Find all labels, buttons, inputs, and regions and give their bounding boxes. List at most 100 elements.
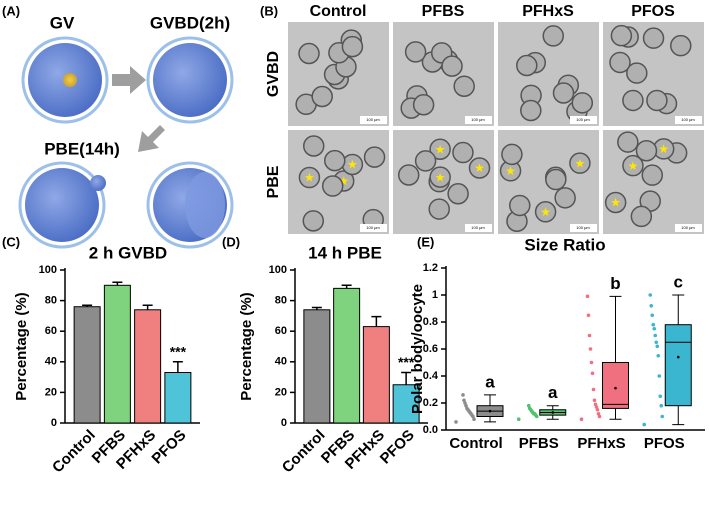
data-point bbox=[657, 374, 662, 378]
bar bbox=[392, 384, 420, 424]
bar bbox=[303, 309, 331, 424]
column-label: Control bbox=[310, 3, 367, 20]
star: ★ bbox=[610, 196, 621, 210]
data-point bbox=[586, 313, 591, 318]
cell-image bbox=[324, 149, 346, 172]
data-point bbox=[463, 401, 467, 405]
cell-image bbox=[520, 99, 542, 122]
y-tick-label: 80 bbox=[275, 295, 287, 307]
y-tick-label: 60 bbox=[45, 325, 57, 337]
mean bbox=[488, 409, 492, 413]
data-point bbox=[596, 412, 601, 416]
cell-image bbox=[670, 34, 692, 57]
cell-image bbox=[609, 51, 631, 74]
error-bar bbox=[142, 304, 153, 310]
cell-image bbox=[641, 164, 664, 186]
data-point bbox=[648, 293, 653, 297]
whisker bbox=[609, 295, 622, 420]
cell-image bbox=[534, 201, 557, 223]
x-tick-label: PFHxS bbox=[577, 435, 625, 452]
scale-bar: 100 μm bbox=[471, 117, 485, 122]
scale-bar-bg bbox=[570, 116, 597, 124]
bar bbox=[73, 306, 101, 424]
diagram-shapes bbox=[18, 36, 234, 249]
data-point bbox=[527, 406, 532, 411]
cell-image bbox=[397, 164, 420, 186]
x-tick-label: PFBS bbox=[519, 435, 559, 452]
x-tick-label: PFOS bbox=[377, 427, 418, 468]
row-label: GVBD bbox=[265, 51, 282, 97]
scale-bar: 100 μm bbox=[471, 225, 485, 230]
data-point bbox=[642, 422, 647, 427]
y-tick-label: 0 bbox=[281, 417, 287, 429]
error-bar bbox=[172, 361, 183, 373]
star: ★ bbox=[435, 170, 446, 184]
data-point bbox=[454, 420, 458, 424]
cell-image bbox=[302, 210, 325, 232]
panel-label: (C) bbox=[2, 234, 20, 249]
star: ★ bbox=[505, 164, 516, 178]
chart-title: Size Ratio bbox=[524, 235, 605, 254]
scale-bar: 100 μm bbox=[366, 225, 380, 230]
y-tick-label: 0.2 bbox=[423, 397, 438, 409]
cell-image bbox=[414, 150, 437, 172]
data-point bbox=[526, 403, 531, 408]
y-axis-label: Percentage (%) bbox=[238, 292, 255, 400]
box bbox=[602, 362, 629, 409]
data-point bbox=[594, 405, 599, 409]
group-letter: a bbox=[548, 383, 558, 402]
y-tick-label: 0.0 bbox=[423, 424, 438, 436]
data-point bbox=[590, 371, 595, 376]
error-bar bbox=[112, 281, 123, 286]
data-point bbox=[649, 304, 654, 308]
y-axis-label: Polar body/oocyte bbox=[409, 284, 426, 414]
data-point bbox=[591, 387, 596, 392]
cell-image bbox=[635, 139, 658, 162]
row-label: PBE bbox=[265, 165, 282, 198]
cell-image bbox=[501, 143, 523, 166]
data-point bbox=[516, 417, 521, 422]
cell-image bbox=[429, 138, 451, 160]
data-point bbox=[597, 414, 602, 419]
panel-label: (D) bbox=[222, 234, 240, 249]
data-point bbox=[588, 347, 593, 351]
cell-image bbox=[626, 62, 648, 84]
y-tick-label: 0.4 bbox=[423, 370, 439, 382]
column-label: PFOS bbox=[631, 3, 675, 20]
cell-image bbox=[321, 175, 344, 197]
star: ★ bbox=[540, 205, 551, 219]
stage-label: GVBD(2h) bbox=[150, 13, 230, 32]
group-letter: b bbox=[610, 274, 620, 293]
star: ★ bbox=[304, 171, 315, 185]
stage-label: PBE(14h) bbox=[44, 139, 120, 158]
data-point bbox=[472, 417, 476, 422]
chart-title: 2 h GVBD bbox=[89, 243, 167, 262]
data-point bbox=[587, 333, 592, 338]
bar bbox=[103, 284, 131, 424]
y-tick-label: 60 bbox=[275, 325, 287, 337]
y-tick-label: 0.8 bbox=[423, 316, 438, 328]
data-point bbox=[652, 326, 657, 331]
star: ★ bbox=[474, 161, 485, 175]
cell-image bbox=[412, 93, 435, 116]
y-tick-label: 0.6 bbox=[423, 343, 438, 355]
group-letter: c bbox=[674, 272, 683, 291]
cell-image bbox=[302, 135, 325, 157]
scale-bar-bg bbox=[570, 224, 597, 232]
cell-image bbox=[516, 54, 538, 77]
y-tick-label: 1 bbox=[432, 289, 438, 301]
cell-image bbox=[428, 198, 450, 220]
y-tick-label: 0 bbox=[51, 417, 57, 429]
column-label: PFBS bbox=[422, 3, 465, 20]
error-bar bbox=[401, 371, 412, 385]
scale-bar-bg bbox=[360, 224, 387, 232]
x-tick-label: Control bbox=[449, 435, 502, 452]
data-point bbox=[659, 403, 664, 408]
data-point bbox=[656, 353, 661, 358]
group-letter: a bbox=[485, 372, 495, 391]
y-tick-label: 100 bbox=[39, 264, 57, 276]
cell-image bbox=[404, 41, 427, 63]
data-point bbox=[589, 360, 594, 365]
data-point bbox=[593, 402, 598, 407]
